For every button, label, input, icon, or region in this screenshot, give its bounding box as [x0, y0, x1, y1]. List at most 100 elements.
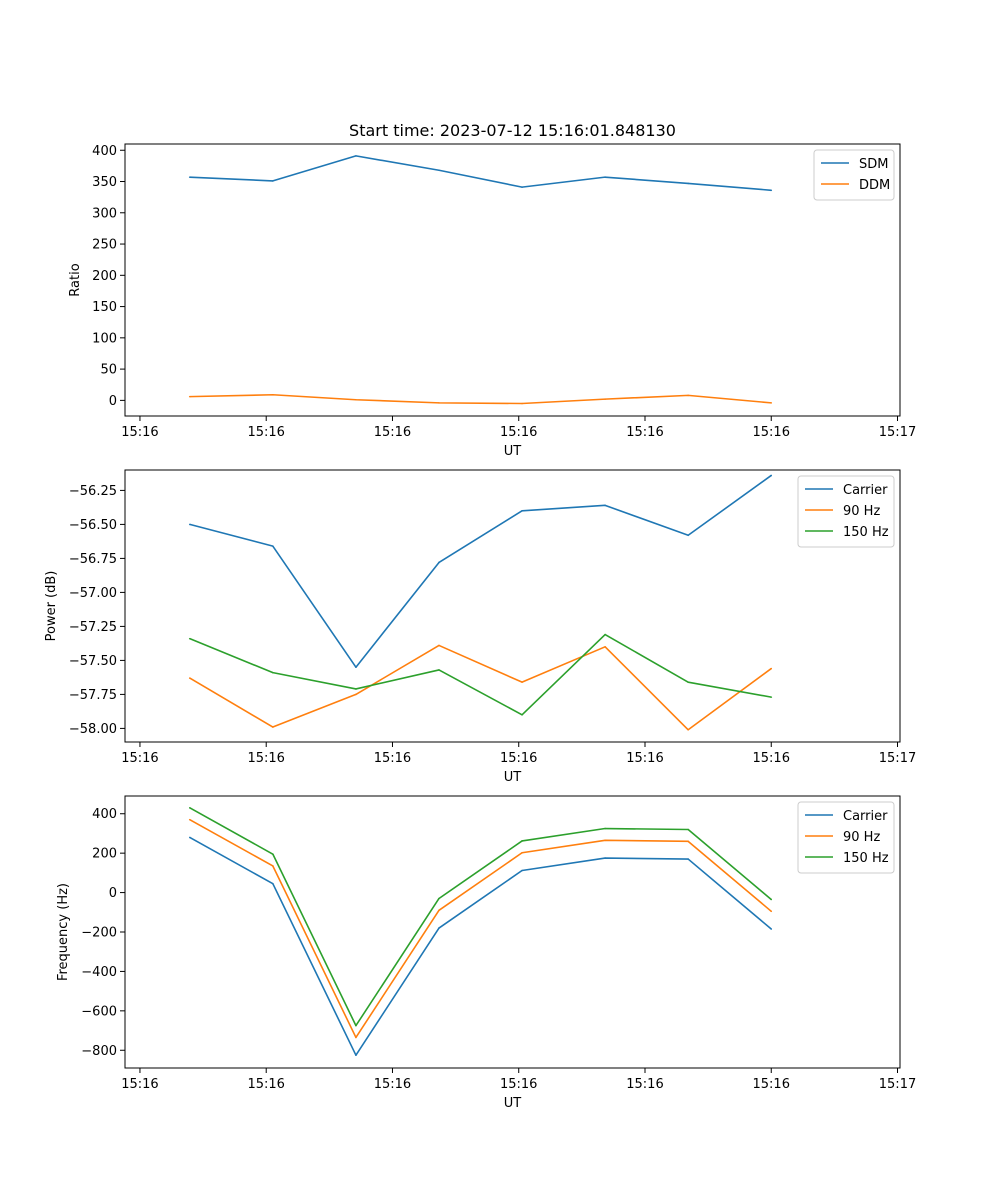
panels: 15:16 15:16 15:16 15:16 15:16 15:16 15:17 0 50 10… [44, 143, 916, 1111]
y-tick-label: 200 [92, 269, 117, 284]
legend-label: 150 Hz [843, 851, 889, 866]
data-point [355, 398, 357, 401]
chart-panel-2: 15:16 15:16 15:16 15:16 15:16 15:16 15:17 −58.0… [44, 469, 916, 785]
data-point [355, 155, 357, 157]
y-tick-label: 50 [100, 363, 117, 378]
y-tick-label: −600 [81, 1004, 117, 1019]
y-tick-label: −57.75 [69, 688, 117, 703]
x-tick-label: 15:16 [374, 751, 411, 766]
legend-label: 150 Hz [843, 525, 889, 540]
data-point [521, 681, 523, 683]
data-point [355, 693, 357, 696]
data-point [521, 869, 523, 872]
data-point [438, 909, 440, 912]
data-point [604, 398, 606, 400]
legend-label: 90 Hz [843, 504, 880, 519]
x-tick-label: 15:16 [121, 425, 158, 440]
legend-label: Carrier [843, 483, 888, 498]
data-point [272, 853, 274, 855]
data-point [604, 504, 606, 507]
x-tick-label: 15:16 [753, 1077, 790, 1092]
data-point [687, 394, 689, 397]
x-tick-label: 15:16 [626, 751, 663, 766]
data-point [188, 836, 191, 839]
legend-label: DDM [859, 178, 890, 193]
data-point [188, 523, 191, 526]
y-tick-label: 150 [92, 300, 117, 315]
data-point [272, 671, 274, 674]
data-point [438, 561, 440, 564]
plot-area [125, 470, 900, 742]
y-tick-label: −200 [81, 926, 117, 941]
series-line-90-hz [189, 818, 772, 1039]
data-point [272, 393, 274, 396]
data-point [521, 840, 523, 842]
data-point [604, 827, 606, 830]
x-axis-label: UT [504, 444, 522, 459]
data-point [188, 807, 191, 809]
y-tick-label: −800 [81, 1044, 117, 1059]
data-point [355, 1024, 357, 1027]
series-line-ddm [189, 393, 772, 405]
legend-label: Carrier [843, 809, 888, 824]
data-point [770, 189, 773, 192]
plot-area [125, 144, 900, 416]
legend-label: 90 Hz [843, 830, 880, 845]
data-point [188, 395, 191, 398]
data-point [438, 644, 440, 647]
data-point [687, 858, 689, 860]
data-point [355, 1054, 357, 1056]
series-line-carrier [189, 474, 772, 669]
y-tick-label: 350 [92, 175, 117, 190]
chart-panel-1: 15:16 15:16 15:16 15:16 15:16 15:16 15:17 0 50 10… [68, 143, 916, 459]
x-tick-label: 15:16 [374, 425, 411, 440]
data-point [521, 851, 523, 854]
x-tick-label: 15:16 [500, 1077, 537, 1092]
data-point [188, 176, 191, 178]
data-point [188, 818, 191, 821]
legend-label: SDM [859, 157, 888, 172]
data-point [188, 677, 191, 679]
axes-frame [124, 143, 901, 417]
chart-panel-3: 15:16 15:16 15:16 15:16 15:16 15:16 15:17 −800 −… [56, 795, 916, 1111]
series-line-90-hz [189, 644, 772, 731]
data-point [770, 898, 773, 901]
y-axis-label: Ratio [68, 263, 83, 296]
x-tick-label: 15:16 [626, 425, 663, 440]
data-point [604, 176, 606, 178]
data-point [438, 169, 440, 172]
x-tick-label: 15:16 [247, 751, 284, 766]
axes-frame [124, 469, 901, 743]
series-line-carrier [189, 836, 772, 1056]
x-axis-label: UT [504, 770, 522, 785]
y-tick-label: 400 [92, 807, 117, 822]
data-point [687, 728, 689, 731]
x-tick-label: 15:16 [374, 1077, 411, 1092]
data-point [604, 839, 606, 842]
x-tick-label: 15:17 [879, 1077, 916, 1092]
data-point [438, 897, 440, 900]
data-point [272, 865, 274, 867]
x-tick-label: 15:16 [753, 751, 790, 766]
data-point [687, 681, 689, 683]
series-line-150-hz [189, 807, 772, 1027]
x-tick-label: 15:17 [879, 425, 916, 440]
plot-area [125, 796, 900, 1068]
y-tick-label: −400 [81, 965, 117, 980]
legend: SDM DDM [813, 149, 895, 201]
y-tick-label: 200 [92, 847, 117, 862]
data-point [438, 402, 440, 404]
data-point [188, 637, 191, 640]
data-point [770, 474, 773, 477]
legend-box [797, 475, 895, 548]
figure-title: Start time: 2023-07-12 15:16:01.848130 [349, 121, 676, 140]
y-axis-label: Power (dB) [44, 571, 59, 642]
y-tick-label: −57.50 [69, 654, 117, 669]
data-point [687, 534, 689, 537]
y-tick-label: 0 [109, 886, 117, 901]
data-point [604, 646, 606, 648]
data-point [521, 186, 523, 188]
data-point [438, 669, 440, 671]
data-point [770, 402, 773, 404]
